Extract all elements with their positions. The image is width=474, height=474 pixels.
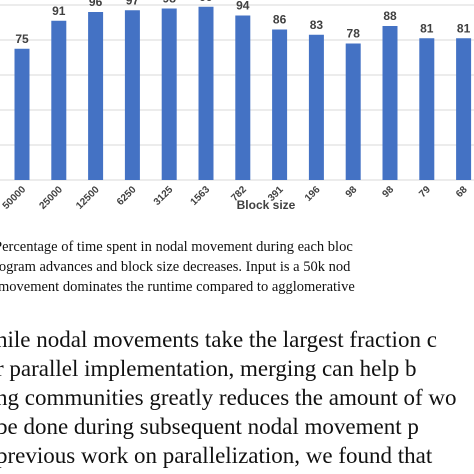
data-label: 99 — [199, 0, 213, 4]
data-label: 83 — [310, 18, 324, 32]
x-tick-label: 25000 — [37, 184, 65, 212]
data-label: 81 — [457, 21, 471, 35]
bar — [308, 34, 324, 180]
body-text-line-3: ng communities greatly reduces the amoun… — [0, 385, 457, 410]
x-tick-label: 12500 — [74, 184, 102, 212]
x-tick-label: 6250 — [115, 184, 139, 208]
bar — [345, 43, 361, 180]
data-label: 97 — [126, 0, 140, 7]
bar-chart: 7591969798999486837888818181 50000250001… — [0, 0, 474, 212]
bar — [235, 15, 251, 180]
x-tick-label: 79 — [417, 184, 433, 200]
x-tick-label: 3125 — [152, 184, 176, 208]
x-tick-label: 1563 — [189, 184, 213, 208]
bar — [198, 6, 214, 180]
bar — [51, 20, 67, 180]
x-tick-label: 68 — [454, 184, 470, 200]
body-text-line-5: previous work on parallelization, we fou… — [0, 443, 433, 468]
bar — [161, 8, 177, 180]
data-label: 94 — [236, 0, 250, 13]
bar — [382, 26, 398, 180]
figure-caption-line-2: rogram advances and block size decreases… — [0, 259, 351, 275]
figure-caption-line-1: Percentage of time spent in nodal moveme… — [0, 239, 353, 255]
data-label: 81 — [420, 21, 434, 35]
x-tick-label: 196 — [303, 184, 323, 204]
x-axis-label: Block size — [237, 198, 296, 212]
bar — [124, 10, 140, 180]
x-tick-label: 98 — [344, 184, 360, 200]
bars — [14, 6, 472, 180]
bar — [456, 38, 472, 180]
data-label: 88 — [383, 9, 397, 23]
body-text-line-2: r parallel implementation, merging can h… — [0, 356, 417, 381]
data-label: 98 — [163, 0, 177, 6]
data-label: 91 — [52, 4, 66, 18]
bar — [14, 48, 30, 180]
data-label: 78 — [347, 27, 361, 41]
x-tick-label: 98 — [380, 184, 396, 200]
value-labels: 7591969798999486837888818181 — [15, 0, 471, 46]
bar — [272, 29, 288, 180]
data-label: 75 — [15, 32, 29, 46]
data-label: 96 — [89, 0, 103, 9]
body-text-line-4: be done during subsequent nodal movement… — [0, 414, 419, 439]
figure-caption-line-3: movement dominates the runtime compared … — [0, 279, 355, 295]
data-label: 86 — [273, 13, 287, 27]
bar — [88, 12, 104, 180]
x-tick-label: 50000 — [1, 184, 29, 212]
body-text-line-1: hile nodal movements take the largest fr… — [0, 327, 437, 352]
bar — [419, 38, 435, 180]
